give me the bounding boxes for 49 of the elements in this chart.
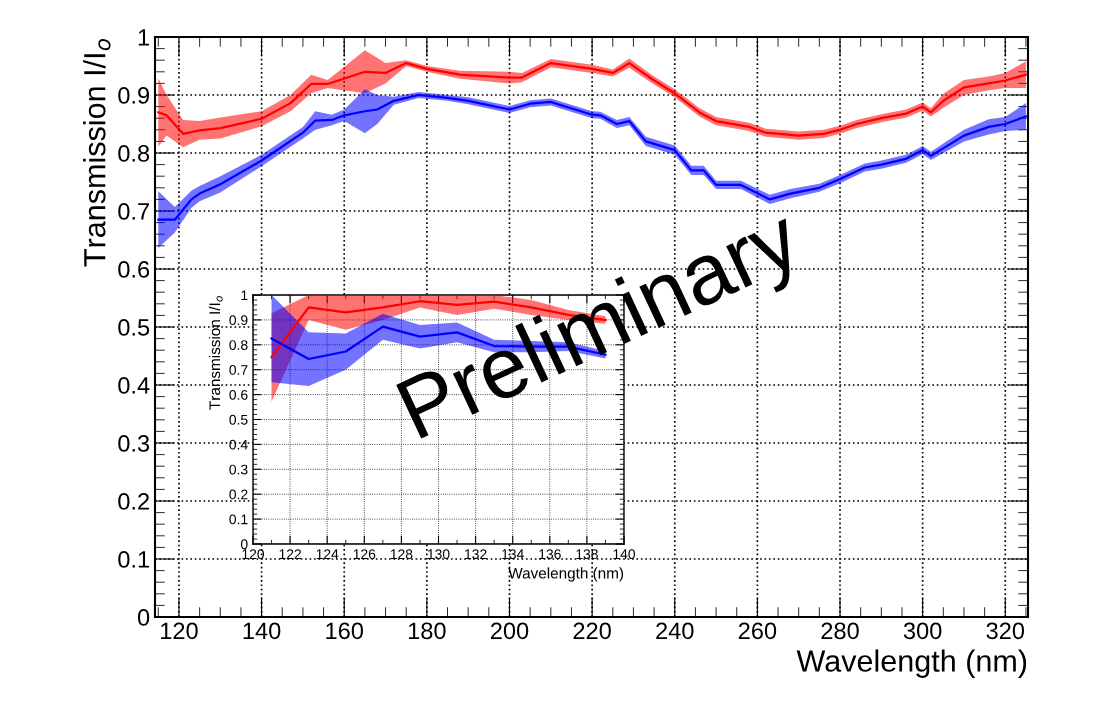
y-tick-label: 0	[240, 539, 248, 550]
y-tick-label: 0.7	[118, 203, 149, 220]
y-tick-label: 0.3	[229, 464, 248, 475]
y-tick-label: 0.5	[118, 319, 150, 336]
x-tick-label: 130	[427, 549, 450, 560]
x-tick-label: 138	[576, 549, 598, 560]
y-tick-label: 1	[241, 290, 248, 301]
y-tick-label: 0.8	[229, 340, 248, 350]
x-tick-label: 220	[573, 622, 611, 640]
y-tick-label: 1	[138, 29, 149, 46]
y-tick-label: 0.6	[229, 389, 248, 400]
y-tick-label: 0.2	[229, 489, 248, 500]
y-tick-label: 0.6	[118, 261, 150, 278]
x-tick-label: 134	[502, 549, 524, 560]
x-tick-label: 132	[465, 549, 487, 560]
x-tick-label: 140	[243, 622, 281, 640]
x-tick-label: 126	[353, 549, 376, 560]
y-axis-title: Transmission I/I$_{o}$	[83, 39, 111, 267]
x-tick-label: 260	[738, 622, 777, 640]
x-tick-label: 120	[161, 622, 198, 640]
x-tick-label: 300	[903, 622, 942, 640]
y-tick-label: 0.3	[118, 435, 150, 452]
x-tick-label: 120	[242, 549, 265, 560]
x-tick-label: 320	[986, 622, 1025, 640]
x-axis-title: Wavelength (nm)	[508, 567, 624, 582]
y-axis-title: Transmission I/I$_{o}$	[208, 296, 223, 410]
y-tick-label: 0.9	[118, 87, 150, 104]
y-tick-label: 0.8	[118, 145, 150, 162]
y-tick-label: 0.2	[118, 493, 149, 510]
x-tick-label: 140	[613, 549, 636, 560]
line-series	[157, 61, 1028, 137]
x-tick-label: 240	[656, 622, 694, 640]
y-tick-label: 0.4	[229, 439, 248, 450]
y-tick-label: 0.4	[118, 377, 150, 394]
x-tick-label: 136	[539, 549, 561, 560]
x-tick-label: 180	[408, 622, 446, 640]
x-tick-label: 200	[490, 622, 529, 640]
x-tick-label: 124	[316, 549, 339, 559]
x-tick-label: 160	[326, 622, 363, 640]
y-tick-label: 0	[137, 609, 150, 626]
x-tick-label: 280	[821, 622, 859, 640]
y-tick-label: 0.7	[229, 365, 248, 375]
y-tick-label: 0.1	[229, 514, 248, 525]
y-tick-label: 0.5	[229, 414, 248, 425]
y-tick-label: 0.9	[229, 315, 248, 326]
x-axis-title: Wavelength (nm)	[796, 649, 1027, 678]
y-tick-label: 0.1	[118, 551, 149, 568]
x-tick-label: 122	[279, 549, 301, 559]
x-tick-label: 128	[390, 549, 413, 560]
